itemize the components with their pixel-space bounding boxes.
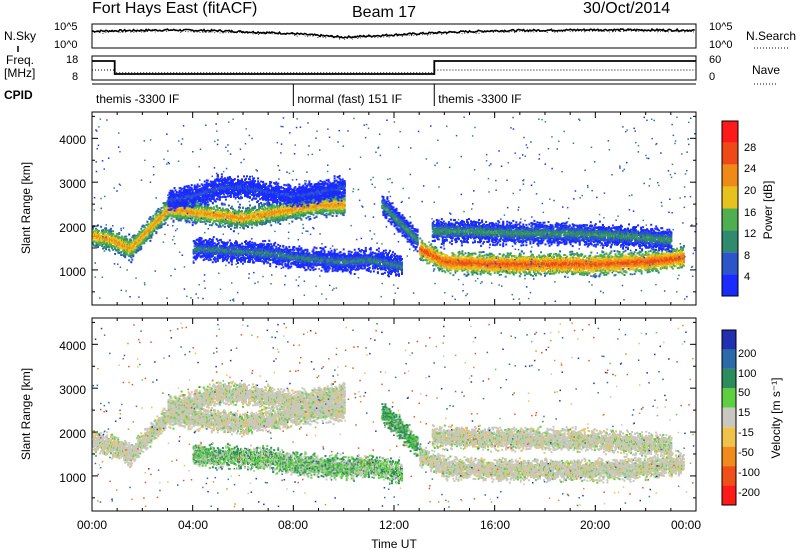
- echo-cell: [112, 230, 114, 232]
- noise-right-tick-bottom: 10^0: [709, 39, 733, 51]
- echo-cell: [141, 243, 143, 245]
- radar-summary-plot: Fort Hays East (fitACF) Beam 17 30/Oct/2…: [0, 0, 800, 554]
- station-title: Fort Hays East (fitACF): [92, 0, 257, 17]
- echo-cell: [107, 230, 109, 232]
- noise-left-tick-top: 10^5: [54, 21, 78, 33]
- noise-sky-trace: [92, 29, 695, 38]
- echo-cell: [140, 246, 142, 248]
- echo-cell: [105, 227, 107, 229]
- noise-left-tick-bottom: 10^0: [54, 39, 78, 51]
- freq-left-tick-top: 18: [66, 54, 78, 66]
- echo-cell: [118, 249, 120, 251]
- echo-cell: [112, 249, 114, 251]
- echo-cell: [143, 242, 145, 244]
- echo-cell: [120, 254, 122, 256]
- echo-cell: [124, 256, 126, 258]
- cpid-segment-label: themis -3300 IF: [438, 92, 521, 106]
- echo-cell: [130, 261, 132, 263]
- echo-cell: [96, 229, 98, 231]
- echo-cell: [130, 256, 132, 258]
- echo-cell: [121, 236, 123, 238]
- freq-right-tick-bottom: 0: [709, 71, 715, 83]
- echo-cell: [110, 230, 112, 232]
- beam-title: Beam 17: [352, 4, 416, 21]
- freq-left-tick-bottom: 8: [72, 71, 78, 83]
- noise-sky-label: N.Sky: [4, 29, 36, 43]
- echo-cell: [110, 228, 112, 230]
- echo-cell: [137, 249, 139, 251]
- echo-cell: [126, 238, 128, 240]
- echo-cell: [107, 235, 109, 237]
- echo-cell: [118, 252, 120, 254]
- echo-cell: [100, 226, 102, 228]
- freq-strip-frame: [92, 56, 696, 80]
- echo-cell: [126, 253, 128, 255]
- freq-label-bottom: [MHz]: [4, 66, 35, 80]
- nave-label: Nave: [752, 63, 780, 77]
- echo-cell: [102, 229, 104, 231]
- cpid-segments: themis -3300 IF normal (fast) 151 IF themi…: [96, 84, 522, 106]
- freq-label-top: Freq.: [6, 53, 34, 67]
- echo-cell: [105, 231, 107, 233]
- echo-cell: [130, 239, 132, 241]
- echo-cell: [125, 236, 127, 238]
- echo-cell: [97, 244, 99, 246]
- echo-cell: [114, 253, 116, 255]
- echo-cell: [98, 230, 100, 232]
- date-title: 30/Oct/2014: [583, 0, 670, 17]
- cpid-label: CPID: [4, 88, 33, 102]
- echo-cell: [116, 233, 118, 235]
- echo-cell: [117, 236, 119, 238]
- echo-cell: [120, 252, 122, 254]
- echo-cell: [95, 246, 97, 248]
- echo-cell: [128, 259, 130, 261]
- cpid-segment-label: themis -3300 IF: [96, 92, 179, 106]
- frequency-trace: [92, 61, 696, 74]
- noise-right-tick-top: 10^5: [709, 21, 733, 33]
- echo-cell: [118, 233, 120, 235]
- echo-cell: [128, 234, 130, 236]
- power-echoes: [92, 117, 697, 303]
- echo-cell: [131, 259, 133, 261]
- echo-cell: [140, 248, 142, 250]
- echo-cell: [93, 240, 95, 242]
- freq-right-tick-top: 60: [709, 54, 721, 66]
- echo-cell: [140, 228, 142, 230]
- freq-traces: [92, 61, 696, 74]
- echo-cell: [97, 246, 99, 248]
- cpid-segment-label: normal (fast) 151 IF: [297, 92, 402, 106]
- nave-trace: [92, 70, 696, 73]
- noise-search-label: N.Search: [746, 29, 796, 43]
- noise-traces: [92, 29, 696, 39]
